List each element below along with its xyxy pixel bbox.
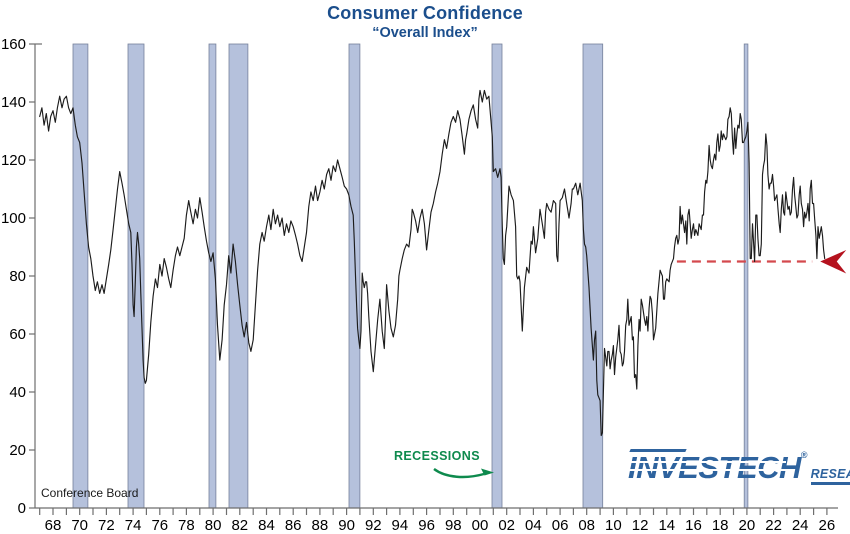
x-axis-tick-label: 14 [658, 517, 675, 534]
y-axis-tick-label: 160 [1, 36, 26, 53]
x-axis-tick-label: 78 [178, 517, 195, 534]
x-axis-tick-label: 96 [418, 517, 435, 534]
logo-wordmark: INVESTECH [628, 450, 801, 485]
x-axis-tick-label: 22 [765, 517, 782, 534]
reference-arrowhead-icon [820, 250, 847, 274]
recession-band [743, 43, 749, 509]
arrow-curve [433, 468, 485, 479]
x-axis-tick-label: 90 [338, 517, 355, 534]
recession-band [72, 43, 89, 509]
y-axis-tick-label: 80 [9, 268, 26, 285]
x-axis-tick-label: 80 [205, 517, 222, 534]
x-axis-tick-label: 68 [45, 517, 62, 534]
x-axis-tick-label: 94 [392, 517, 409, 534]
x-axis-tick-label: 00 [472, 517, 489, 534]
x-axis-tick-label: 04 [525, 517, 542, 534]
recessions-arrow-icon [433, 468, 494, 479]
x-axis-tick-label: 76 [151, 517, 168, 534]
recession-band [582, 43, 604, 509]
y-axis-tick-label: 120 [1, 152, 26, 169]
x-axis-tick-label: 74 [125, 517, 142, 534]
x-axis-tick-label: 24 [792, 517, 809, 534]
registered-trademark-icon: ® [800, 450, 808, 460]
logo-stripe [628, 461, 786, 463]
x-axis-tick-label: 16 [685, 517, 702, 534]
y-axis-tick-label: 140 [1, 94, 26, 111]
x-axis-tick-label: 82 [231, 517, 248, 534]
recession-band [228, 43, 249, 509]
logo-topbar-decoration [629, 449, 687, 452]
investech-logo: INVESTECH®RESEARCH [628, 449, 850, 502]
x-axis-tick-label: 06 [552, 517, 569, 534]
chart-title: Consumer Confidence [327, 3, 523, 23]
recessions-annotation: RECESSIONS [394, 449, 504, 483]
y-axis-tick-label: 0 [18, 500, 26, 517]
y-axis-tick-label: 60 [9, 326, 26, 343]
chart-subtitle: “Overall Index” [372, 25, 478, 41]
recession-band [348, 43, 361, 509]
x-axis-tick-label: 12 [632, 517, 649, 534]
x-axis-tick-label: 08 [578, 517, 595, 534]
arrow-head [481, 468, 494, 476]
x-axis-tick-label: 70 [71, 517, 88, 534]
recession-band [491, 43, 503, 509]
x-axis-tick-label: 92 [365, 517, 382, 534]
confidence-index-line [39, 89, 826, 437]
recessions-label: RECESSIONS [394, 449, 480, 463]
x-axis-tick-label: 10 [605, 517, 622, 534]
x-axis-tick-label: 02 [498, 517, 515, 534]
x-axis-tick-label: 88 [312, 517, 329, 534]
logo-stripe [628, 469, 786, 471]
source-label: Conference Board [41, 486, 139, 500]
x-axis-tick-label: 20 [739, 517, 756, 534]
x-axis-tick-label: 72 [98, 517, 115, 534]
y-axis-tick-label: 40 [9, 384, 26, 401]
logo-row: INVESTECH®RESEARCH [628, 449, 850, 485]
x-axis-tick-label: 86 [285, 517, 302, 534]
logo-sub-wordmark: RESEARCH [810, 467, 850, 485]
x-axis-tick-label: 18 [712, 517, 729, 534]
y-axis-tick-label: 20 [9, 442, 26, 459]
x-axis-tick-label: 98 [445, 517, 462, 534]
x-axis-tick-label: 26 [819, 517, 836, 534]
y-axis-tick-label: 100 [1, 210, 26, 227]
x-axis-tick-label: 84 [258, 517, 275, 534]
